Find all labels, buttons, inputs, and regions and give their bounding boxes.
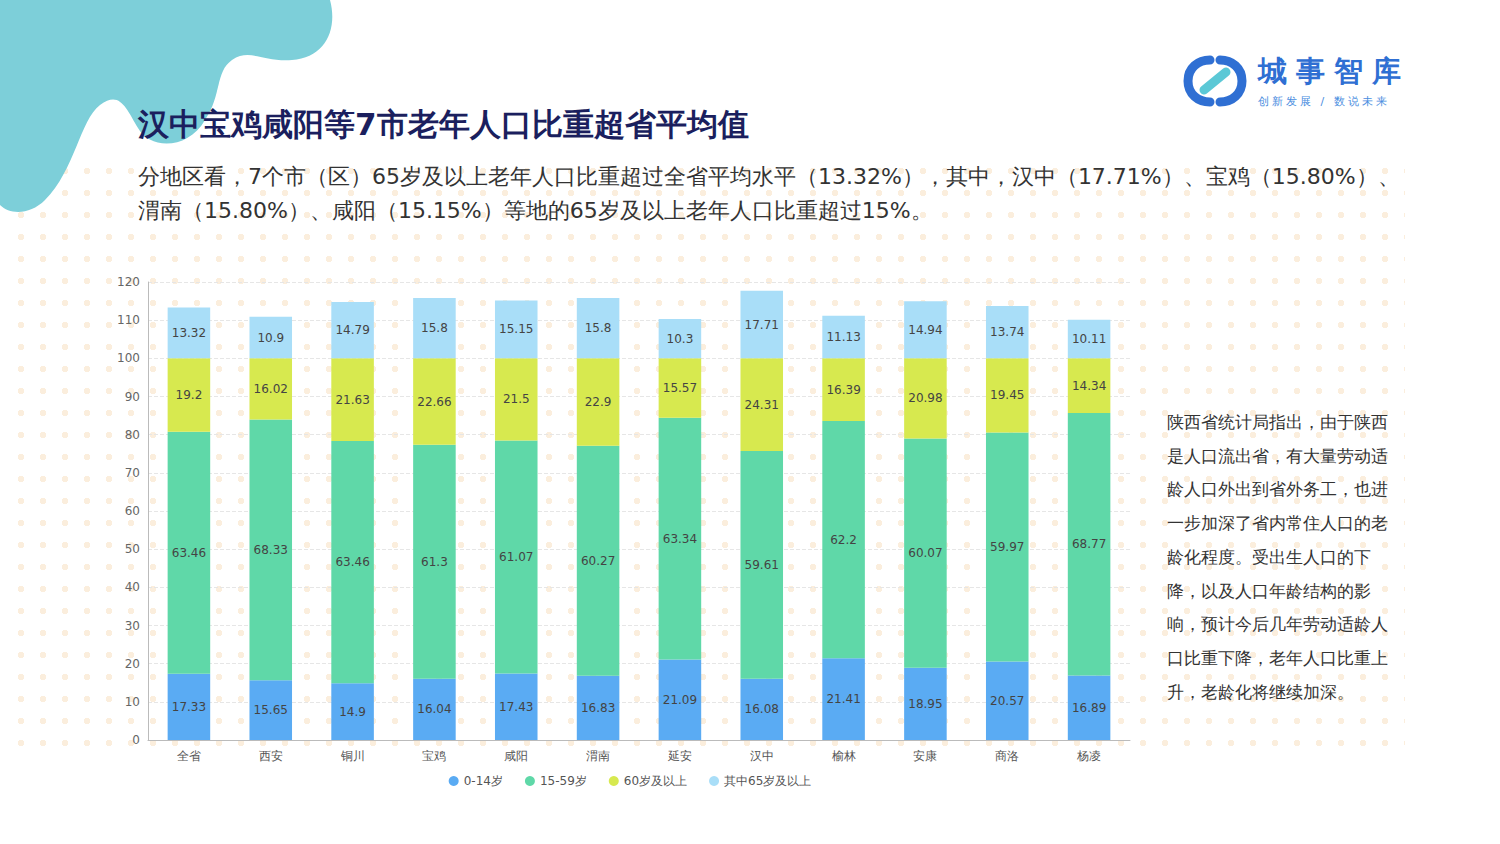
svg-text:60岁及以上: 60岁及以上 — [624, 774, 687, 788]
svg-text:40: 40 — [125, 580, 140, 594]
svg-text:17.71: 17.71 — [745, 318, 779, 332]
svg-text:17.43: 17.43 — [499, 700, 533, 714]
svg-text:14.9: 14.9 — [339, 705, 366, 719]
svg-text:11.13: 11.13 — [826, 330, 860, 344]
svg-text:10.11: 10.11 — [1072, 332, 1106, 346]
svg-text:80: 80 — [125, 428, 140, 442]
svg-text:59.61: 59.61 — [745, 558, 779, 572]
svg-text:汉中: 汉中 — [750, 749, 774, 763]
svg-text:16.02: 16.02 — [254, 382, 288, 396]
svg-text:68.77: 68.77 — [1072, 537, 1106, 551]
svg-text:10.9: 10.9 — [257, 331, 284, 345]
svg-text:全省: 全省 — [177, 749, 201, 763]
svg-text:19.45: 19.45 — [990, 388, 1024, 402]
svg-text:24.31: 24.31 — [745, 398, 779, 412]
svg-text:100: 100 — [117, 351, 140, 365]
svg-text:16.83: 16.83 — [581, 701, 615, 715]
svg-text:西安: 西安 — [259, 749, 283, 763]
svg-text:10.3: 10.3 — [667, 332, 694, 346]
svg-text:110: 110 — [117, 313, 140, 327]
svg-text:15.15: 15.15 — [499, 322, 533, 336]
html-text:创新发展 / 数说未来: 创新发展 / 数说未来 — [1258, 95, 1390, 108]
svg-text:63.46: 63.46 — [172, 546, 206, 560]
svg-text:59.97: 59.97 — [990, 540, 1024, 554]
svg-text:22.9: 22.9 — [585, 395, 612, 409]
svg-text:14.94: 14.94 — [908, 323, 942, 337]
svg-text:15.57: 15.57 — [663, 381, 697, 395]
svg-text:咸阳: 咸阳 — [504, 749, 528, 763]
svg-text:22.66: 22.66 — [417, 395, 451, 409]
svg-text:63.34: 63.34 — [663, 532, 697, 546]
svg-text:120: 120 — [117, 275, 140, 289]
svg-text:13.74: 13.74 — [990, 325, 1024, 339]
svg-text:63.46: 63.46 — [335, 555, 369, 569]
svg-text:铜川: 铜川 — [340, 749, 365, 763]
svg-text:20.57: 20.57 — [990, 694, 1024, 708]
svg-text:其中65岁及以上: 其中65岁及以上 — [724, 774, 811, 788]
svg-text:14.34: 14.34 — [1072, 379, 1106, 393]
svg-text:70: 70 — [125, 466, 140, 480]
svg-text:21.63: 21.63 — [335, 393, 369, 407]
svg-text:榆林: 榆林 — [832, 749, 856, 763]
svg-text:延安: 延安 — [667, 749, 692, 763]
svg-text:21.09: 21.09 — [663, 693, 697, 707]
svg-text:20: 20 — [125, 657, 140, 671]
svg-text:15.8: 15.8 — [585, 321, 612, 335]
svg-text:16.08: 16.08 — [745, 702, 779, 716]
svg-text:60.27: 60.27 — [581, 554, 615, 568]
svg-text:17.33: 17.33 — [172, 700, 206, 714]
html-text:汉中宝鸡咸阳等7市老年人口比重超省平均值: 汉中宝鸡咸阳等7市老年人口比重超省平均值 — [138, 106, 749, 142]
svg-text:21.41: 21.41 — [826, 692, 860, 706]
svg-text:15.8: 15.8 — [421, 321, 448, 335]
svg-text:15-59岁: 15-59岁 — [540, 774, 587, 788]
svg-text:50: 50 — [125, 542, 140, 556]
svg-text:60.07: 60.07 — [908, 546, 942, 560]
svg-text:20.98: 20.98 — [908, 391, 942, 405]
svg-text:商洛: 商洛 — [995, 749, 1019, 763]
svg-text:16.04: 16.04 — [417, 702, 451, 716]
svg-text:60: 60 — [125, 504, 140, 518]
svg-text:16.89: 16.89 — [1072, 701, 1106, 715]
svg-text:62.2: 62.2 — [830, 533, 857, 547]
html-text:陕西省统计局指出，由于陕西是人口流出省，有大量劳动适龄人口外: 陕西省统计局指出，由于陕西是人口流出省，有大量劳动适龄人口外出到省外务工，也进一… — [1167, 412, 1388, 702]
svg-text:15.65: 15.65 — [254, 703, 288, 717]
svg-text:21.5: 21.5 — [503, 392, 530, 406]
svg-text:61.3: 61.3 — [421, 555, 448, 569]
html-text:城事智库: 城事智库 — [1258, 54, 1410, 88]
svg-text:0-14岁: 0-14岁 — [464, 774, 503, 788]
svg-text:渭南: 渭南 — [586, 749, 610, 763]
svg-text:16.39: 16.39 — [826, 383, 860, 397]
svg-text:10: 10 — [125, 695, 140, 709]
svg-text:13.32: 13.32 — [172, 326, 206, 340]
svg-text:杨凌: 杨凌 — [1076, 749, 1101, 763]
svg-text:90: 90 — [125, 390, 140, 404]
svg-text:宝鸡: 宝鸡 — [422, 749, 446, 763]
html-text:分地区看，7个市（区）65岁及以上老年人口比重超过全省平均水: 分地区看，7个市（区）65岁及以上老年人口比重超过全省平均水平（13.32%），… — [138, 164, 1400, 223]
svg-text:30: 30 — [125, 619, 140, 633]
svg-text:0: 0 — [132, 733, 140, 747]
svg-text:68.33: 68.33 — [254, 543, 288, 557]
svg-text:18.95: 18.95 — [908, 697, 942, 711]
svg-text:安康: 安康 — [913, 749, 937, 763]
svg-text:61.07: 61.07 — [499, 550, 533, 564]
svg-text:19.2: 19.2 — [176, 388, 203, 402]
svg-text:14.79: 14.79 — [335, 323, 369, 337]
